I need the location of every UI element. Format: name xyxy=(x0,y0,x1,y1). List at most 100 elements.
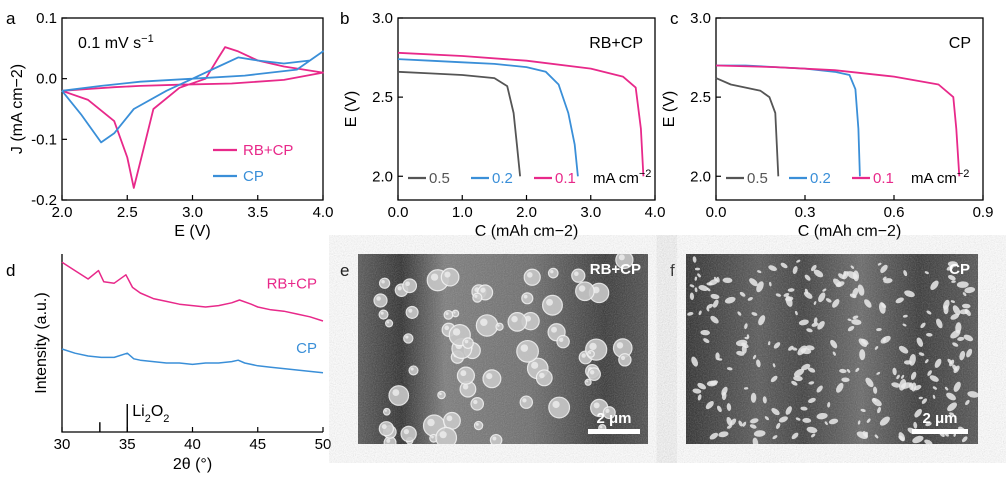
legend-label: RB+CP xyxy=(243,142,293,159)
scale-bar-cp xyxy=(912,429,968,434)
particle xyxy=(698,310,702,316)
particle xyxy=(694,267,701,271)
legend-label: CP xyxy=(243,168,264,185)
series-label: RB+CP xyxy=(267,276,317,293)
y-tick-label: 2.0 xyxy=(372,168,393,185)
particle-highlight xyxy=(586,380,589,383)
particle xyxy=(793,368,805,377)
x-axis-label: C (mAh cm−2) xyxy=(798,223,902,240)
particle xyxy=(965,399,970,406)
xrd-series-rbcp xyxy=(61,261,324,322)
particle xyxy=(918,352,925,356)
particle xyxy=(584,378,592,386)
legend-unit: mA cm−2 xyxy=(593,168,651,187)
particle xyxy=(895,297,904,304)
particle xyxy=(780,262,788,269)
particle xyxy=(813,301,817,306)
particle xyxy=(832,299,840,308)
particle xyxy=(535,369,553,387)
legend-label: 0.2 xyxy=(492,170,513,187)
particle xyxy=(726,367,733,371)
particle xyxy=(925,422,932,427)
particle xyxy=(473,420,484,431)
y-tick-label: -0.2 xyxy=(31,192,57,209)
sem-label-cp: CP xyxy=(949,261,970,278)
particle-highlight xyxy=(430,273,439,281)
particle xyxy=(898,345,909,354)
particle-highlight xyxy=(462,384,469,390)
plot-frame xyxy=(715,17,984,201)
particle xyxy=(843,270,847,277)
particle xyxy=(437,390,446,400)
particle xyxy=(932,386,937,390)
particle-highlight xyxy=(590,370,595,375)
cv-series-cp xyxy=(61,50,324,144)
sem-label-rbcp: RB+CP xyxy=(590,261,641,278)
particle xyxy=(770,375,778,383)
particle-highlight xyxy=(473,399,478,405)
particle xyxy=(924,271,929,275)
particle-highlight xyxy=(464,339,469,344)
particle xyxy=(405,305,419,319)
particle-highlight xyxy=(618,254,625,261)
particle xyxy=(873,386,878,394)
x-axis-label: C (mAh cm−2) xyxy=(475,223,579,240)
cv-chart: 2.0 2.5 3.0 3.5 4.0 0.1 0.0 -0.1 -0.2 0.1 mV s−1 E… xyxy=(9,10,333,240)
particle xyxy=(916,337,924,347)
particle xyxy=(852,287,859,298)
particle xyxy=(950,313,960,320)
particle xyxy=(787,288,795,292)
particle xyxy=(835,281,845,288)
particle xyxy=(926,310,932,315)
particle xyxy=(918,396,923,400)
particle xyxy=(507,312,528,332)
particle xyxy=(706,287,711,292)
particle xyxy=(519,395,534,409)
particle xyxy=(771,408,780,416)
x-tick-label: 1.0 xyxy=(452,204,473,221)
particle xyxy=(892,367,897,376)
x-tick-label: 45 xyxy=(249,436,266,453)
particle xyxy=(382,407,391,416)
particle xyxy=(744,336,749,340)
particle-highlight xyxy=(405,335,409,339)
particle xyxy=(943,305,949,315)
particle xyxy=(965,309,968,315)
particle xyxy=(864,299,872,308)
particle xyxy=(689,284,695,288)
particle xyxy=(726,403,732,411)
particle xyxy=(443,411,461,430)
particle xyxy=(944,386,949,391)
particle xyxy=(791,432,799,440)
particle xyxy=(862,431,868,438)
x-tick-label: 0.3 xyxy=(795,204,816,221)
x-tick-label: 0.6 xyxy=(884,204,905,221)
particle xyxy=(876,372,881,375)
particle xyxy=(852,315,859,320)
particle xyxy=(791,380,798,386)
particle-highlight xyxy=(480,287,486,293)
particle-highlight xyxy=(511,315,518,323)
particle-highlight xyxy=(386,438,391,443)
particle xyxy=(456,366,475,385)
scale-bar-label-cp: 2 μm xyxy=(922,410,957,427)
particle xyxy=(914,408,922,418)
x-tick-label: 2.0 xyxy=(52,204,73,221)
particle-highlight xyxy=(439,431,447,439)
particle xyxy=(883,278,893,284)
particle xyxy=(767,341,771,346)
particle xyxy=(816,385,823,393)
y-axis-label: E (V) xyxy=(343,91,360,127)
particle-highlight xyxy=(475,422,479,426)
particle xyxy=(443,309,454,320)
particle xyxy=(913,421,918,429)
particle xyxy=(860,408,866,413)
y-tick-label: 3.0 xyxy=(690,10,711,27)
particle xyxy=(741,344,747,354)
particle xyxy=(742,421,747,427)
xrd-series-cp xyxy=(61,348,324,374)
particle xyxy=(542,294,563,316)
particle xyxy=(876,327,882,332)
particle-highlight xyxy=(616,342,624,349)
